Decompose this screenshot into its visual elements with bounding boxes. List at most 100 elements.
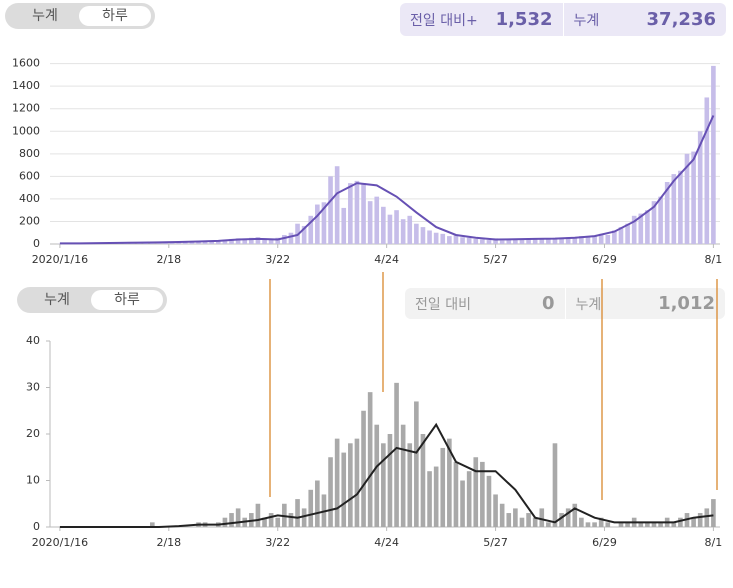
bar — [618, 227, 624, 244]
toggle[interactable]: 누계 하루 — [17, 287, 167, 313]
bar — [526, 239, 531, 244]
chart: 0 10 20 30 40 2020/1/16 2/18 3/22 4/24 5/27 6/29 8/… — [26, 334, 722, 549]
bar — [288, 232, 294, 244]
bar — [321, 202, 327, 244]
bar — [308, 489, 314, 527]
x-tick-label: 3/22 — [265, 253, 290, 266]
bar — [367, 392, 373, 527]
y-tick-label: 0 — [33, 520, 40, 533]
y-tick-label: 800 — [19, 147, 40, 160]
bar — [493, 238, 498, 244]
bar — [579, 236, 584, 244]
bar — [229, 238, 234, 244]
bar — [499, 503, 505, 527]
bar — [255, 503, 261, 527]
toggle-option[interactable]: 누계 — [44, 292, 70, 308]
bar — [546, 522, 551, 527]
bar — [585, 236, 591, 244]
bar — [328, 176, 333, 244]
bar — [658, 196, 663, 244]
x-tick-label: 5/27 — [483, 253, 508, 266]
bar — [400, 219, 406, 244]
bar — [235, 238, 241, 244]
bar — [268, 238, 274, 244]
stat-label: 누계 — [575, 296, 602, 313]
bar — [513, 508, 518, 527]
bar — [453, 234, 459, 244]
bar — [407, 443, 413, 527]
bar — [262, 238, 267, 244]
bar — [605, 522, 611, 527]
bar — [222, 517, 228, 527]
bar — [447, 236, 452, 244]
bar — [427, 230, 432, 244]
bar — [704, 97, 710, 244]
bar — [486, 475, 492, 527]
toggle-option[interactable]: 누계 — [32, 8, 58, 24]
bar — [645, 210, 650, 244]
y-tick-label: 30 — [26, 381, 40, 394]
bar — [374, 424, 380, 527]
bar — [229, 513, 234, 527]
stat: 누계 37,236 — [564, 3, 727, 36]
bar — [268, 513, 274, 527]
bar — [242, 238, 248, 244]
bar — [678, 170, 683, 244]
stat-value: 1,012 — [658, 293, 715, 314]
bar — [374, 196, 380, 244]
bar — [664, 182, 670, 244]
bar — [288, 513, 294, 527]
trend-line — [59, 115, 715, 245]
bar — [486, 240, 492, 244]
bar — [420, 227, 426, 244]
x-tick-label: 2/18 — [156, 536, 181, 549]
bar — [539, 508, 545, 527]
toggle-option[interactable]: 하루 — [79, 6, 151, 26]
bar — [704, 508, 710, 527]
bar — [308, 215, 314, 244]
bar — [592, 236, 597, 244]
bar — [354, 180, 360, 244]
bar — [559, 238, 564, 244]
bar — [427, 471, 432, 527]
bar — [552, 443, 558, 527]
bar — [697, 131, 703, 244]
bar — [460, 480, 465, 527]
bar — [506, 513, 512, 527]
annotation-lines — [269, 272, 718, 500]
bar — [440, 233, 446, 244]
bar — [222, 239, 228, 244]
toggle[interactable]: 누계 하루 — [5, 3, 155, 29]
x-tick-label: 2/18 — [156, 253, 181, 266]
stats-box: 전일 대비+ 1,532 누계 37,236 — [400, 3, 726, 36]
bar — [711, 499, 716, 527]
bar — [618, 522, 624, 527]
bar — [539, 238, 545, 244]
bar — [658, 522, 663, 527]
stat-label: 전일 대비 — [415, 296, 471, 313]
bar — [631, 215, 637, 244]
bar — [348, 443, 353, 527]
bar — [315, 204, 320, 244]
bar — [361, 410, 366, 527]
bar — [572, 503, 578, 527]
bar — [466, 237, 472, 244]
y-tick-label: 20 — [26, 427, 40, 440]
bar — [341, 207, 347, 244]
bar — [598, 233, 604, 244]
x-tick-label: 8/1 — [705, 253, 723, 266]
y-tick-label: 1200 — [12, 102, 40, 115]
x-tick-label: 4/24 — [374, 253, 399, 266]
bar — [301, 508, 307, 527]
y-tick-label: 600 — [19, 169, 40, 182]
toggle-option[interactable]: 하루 — [91, 290, 163, 310]
bar — [394, 382, 399, 527]
bar — [519, 238, 525, 244]
bar — [414, 401, 419, 527]
x-tick-label: 2020/1/16 — [32, 536, 88, 549]
bar — [526, 513, 531, 527]
bar — [651, 201, 657, 244]
stat-value: 0 — [541, 293, 555, 314]
